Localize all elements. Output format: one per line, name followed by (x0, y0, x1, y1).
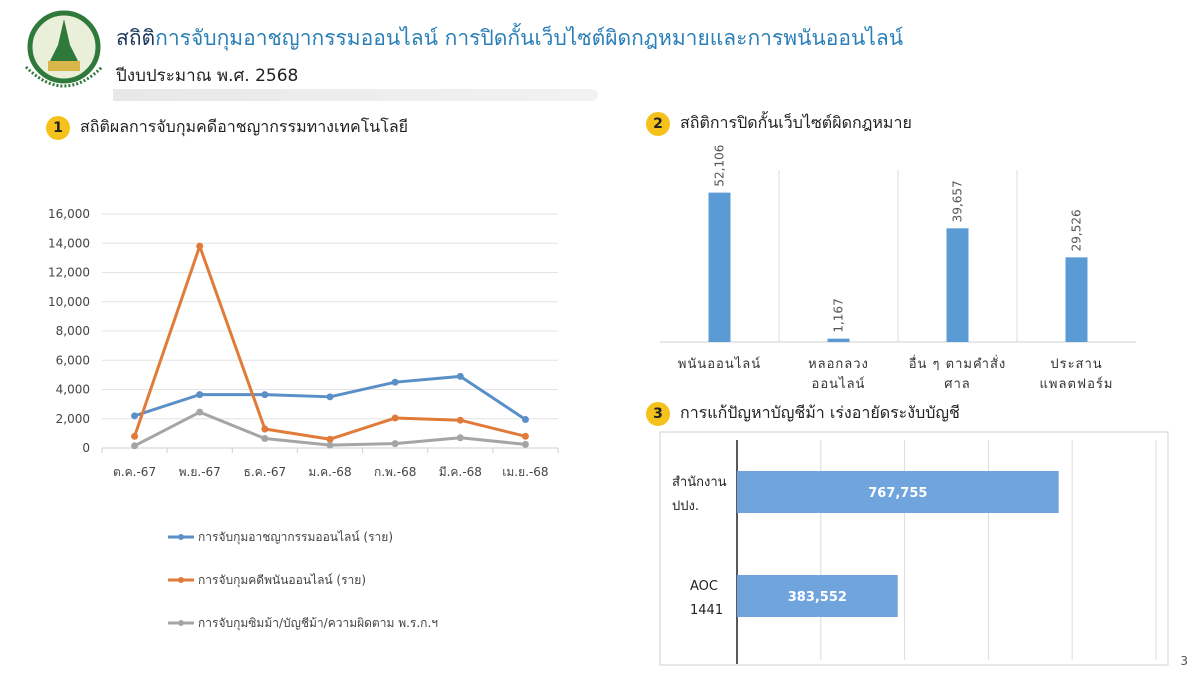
legend-label: การจับกุมคดีพนันออนไลน์ (ราย) (198, 572, 367, 587)
x-tick-label: มี.ค.-68 (439, 465, 482, 479)
data-point (196, 408, 204, 416)
x-tick-label: ก.พ.-68 (374, 465, 416, 479)
y-category-label: ปปง. (672, 499, 699, 514)
series-line (133, 244, 526, 441)
x-category-label: หลอกลวง (808, 357, 869, 372)
section-2-heading: 2 สถิติการปิดกั้นเว็บไซต์ผิดกฎหมาย (646, 111, 912, 136)
x-tick-label: พ.ย.-67 (179, 465, 221, 479)
data-point (391, 378, 399, 386)
data-point (196, 391, 204, 399)
bar-value-label: 767,755 (868, 486, 927, 501)
page-number: 3 (1180, 654, 1188, 668)
section-number-badge: 3 (646, 401, 670, 426)
y-tick-label: 4,000 (56, 383, 90, 397)
section-number-badge: 1 (46, 115, 70, 140)
data-point (456, 416, 464, 424)
data-point (131, 432, 139, 440)
section-number-badge: 2 (646, 111, 670, 136)
data-point (326, 435, 334, 443)
title-prefix: สถิติ (116, 26, 156, 50)
data-point (131, 412, 139, 420)
title-main: การจับกุมอาชญากรรมออนไลน์ การปิดกั้นเว็บ… (155, 26, 904, 50)
y-category-label: AOC (690, 579, 718, 594)
bar (1065, 257, 1088, 342)
chart-frame (659, 431, 1169, 666)
data-point (326, 441, 334, 449)
header-divider (113, 89, 598, 101)
data-point (261, 434, 269, 442)
bar (737, 575, 898, 617)
data-point (456, 372, 464, 380)
y-tick-label: 14,000 (48, 236, 90, 250)
y-tick-label: 16,000 (48, 207, 90, 221)
data-point (521, 440, 529, 448)
section-3-heading: 3 การแก้ปัญหาบัญชีม้า เร่งอายัดระงับบัญชี (646, 401, 960, 426)
y-tick-label: 12,000 (48, 266, 90, 280)
y-tick-label: 0 (82, 441, 90, 455)
chart-legend: การจับกุมอาชญากรรมออนไลน์ (ราย) การจับกุ… (168, 524, 438, 636)
bar (946, 228, 969, 342)
data-point (521, 432, 529, 440)
data-point (261, 391, 269, 399)
x-category-label: พนันออนไลน์ (678, 356, 761, 372)
ministry-logo (24, 10, 104, 88)
data-point (196, 242, 204, 250)
data-point (261, 425, 269, 433)
x-tick-label: ธ.ค.-67 (244, 465, 287, 479)
y-tick-label: 2,000 (56, 412, 90, 426)
data-point (131, 442, 139, 450)
x-category-label: ศาล (944, 377, 971, 392)
data-point (521, 415, 529, 423)
bar (708, 192, 731, 342)
section-1-heading: 1 สถิติผลการจับกุมคดีอาชญากรรมทางเทคโนโลย… (46, 115, 408, 140)
x-category-label: ออนไลน์ (812, 376, 866, 392)
bar (737, 471, 1059, 513)
page-title: สถิติการจับกุมอาชญากรรมออนไลน์ การปิดกั้… (116, 22, 903, 55)
x-tick-label: เม.ย.-68 (502, 465, 548, 479)
data-point (391, 440, 399, 448)
section-title: สถิติการปิดกั้นเว็บไซต์ผิดกฎหมาย (680, 113, 912, 132)
x-tick-label: ต.ค.-67 (113, 465, 156, 479)
bar (827, 338, 850, 342)
legend-item: การจับกุมซิมม้า/บัญชีม้า/ความผิดตาม พ.ร.… (168, 610, 438, 636)
bar-value-label: 1,167 (832, 298, 846, 332)
x-category-label: ประสาน (1050, 357, 1102, 372)
bar-value-label: 52,106 (713, 145, 727, 187)
legend-label: การจับกุมซิมม้า/บัญชีม้า/ความผิดตาม พ.ร.… (198, 615, 438, 630)
bar-value-label: 383,552 (788, 590, 847, 605)
section-title: สถิติผลการจับกุมคดีอาชญากรรมทางเทคโนโลยี (80, 117, 409, 136)
x-category-label: แพลตฟอร์ม (1040, 376, 1114, 392)
data-point (326, 393, 334, 401)
page-subtitle: ปีงบประมาณ พ.ศ. 2568 (116, 66, 299, 86)
data-point (456, 434, 464, 442)
y-tick-label: 6,000 (56, 353, 90, 367)
legend-label: การจับกุมอาชญากรรมออนไลน์ (ราย) (198, 529, 393, 544)
legend-item: การจับกุมอาชญากรรมออนไลน์ (ราย) (168, 524, 438, 550)
bar-value-label: 29,526 (1070, 209, 1084, 251)
y-tick-label: 8,000 (56, 324, 90, 338)
legend-item: การจับกุมคดีพนันออนไลน์ (ราย) (168, 567, 438, 593)
y-category-label: 1441 (690, 603, 723, 618)
y-category-label: สำนักงาน (672, 475, 727, 490)
bar-value-label: 39,657 (951, 180, 965, 222)
data-point (391, 414, 399, 422)
y-tick-label: 10,000 (48, 295, 90, 309)
x-category-label: อื่น ๆ ตามคำสั่ง (909, 355, 1007, 372)
section-title: การแก้ปัญหาบัญชีม้า เร่งอายัดระงับบัญชี (680, 403, 960, 422)
x-tick-label: ม.ค.-68 (308, 465, 351, 479)
